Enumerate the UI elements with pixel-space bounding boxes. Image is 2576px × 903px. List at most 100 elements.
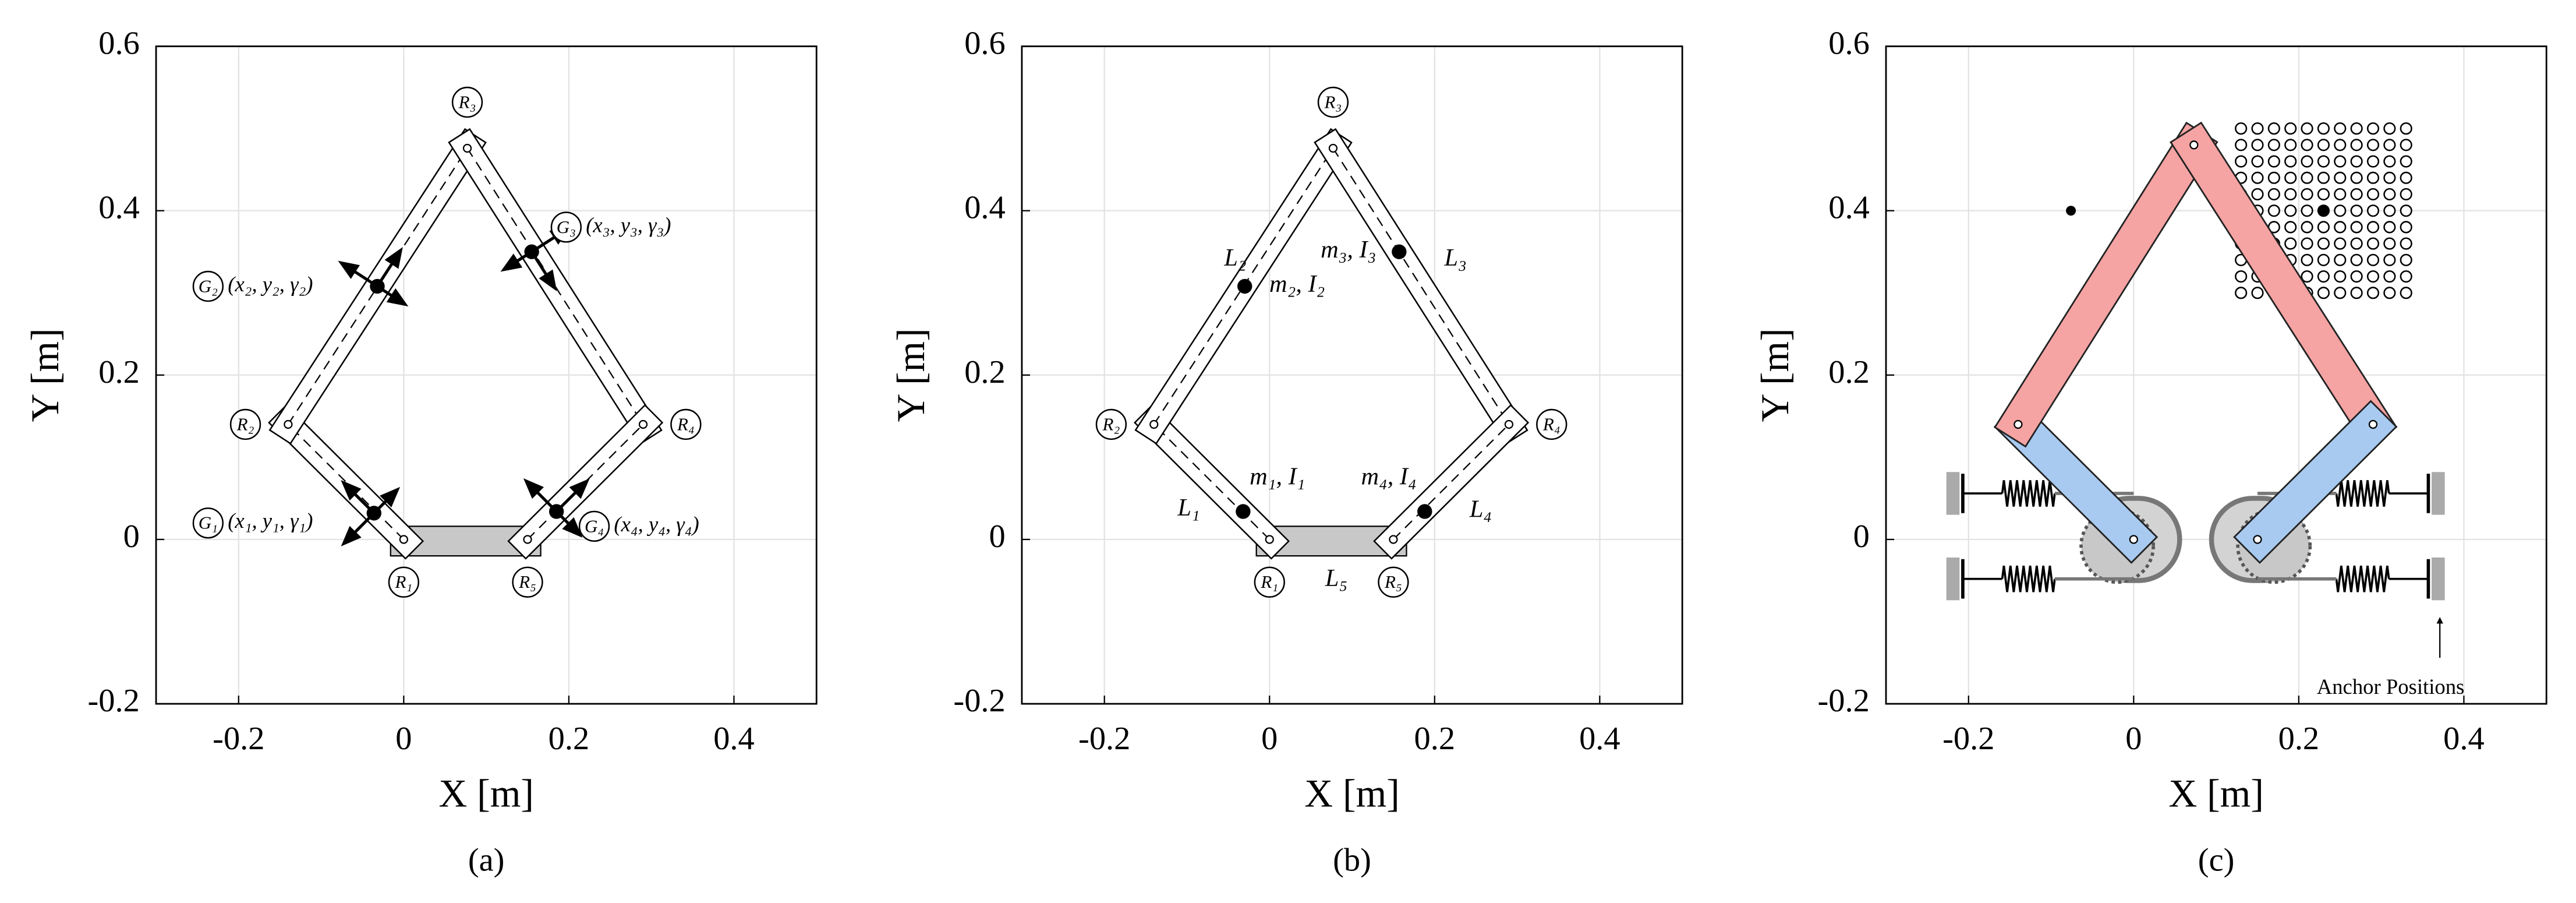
y-tick-label: 0 [123,518,140,555]
label-circle [670,408,702,440]
anchor-point [2267,155,2280,168]
anchor-point [2350,155,2363,168]
target-point [2318,206,2329,216]
anchor-point [2317,287,2330,299]
anchor-point [2334,171,2347,184]
joint-label: G₄ [585,516,604,536]
anchor-point [2383,253,2396,266]
anchor-point [2366,287,2380,299]
panel: -0.2 0 0.2 0.4 -0.2 0 0.2 0.4 0.6 X [m] Y [m] (a) R₁… [23,25,818,879]
anchor-point [2317,155,2330,168]
spring [2335,565,2390,592]
joint [1149,419,1159,429]
anchor-point [2334,122,2347,135]
anchor-point [2383,270,2396,283]
link [1314,128,1528,445]
joint-label: R₄ [1542,414,1561,434]
anchor-point [2400,204,2412,217]
x-tick-label: -0.2 [1942,721,1994,757]
plot-frame [155,45,818,705]
target-point [2066,206,2076,216]
anchor-point [2400,155,2412,168]
anchor-point [2366,122,2380,135]
x-tick-label: 0.2 [549,721,590,757]
center-of-mass [1392,244,1407,259]
anchor-point [2366,253,2380,266]
panel: -0.2 0 0.2 0.4 -0.2 0 0.2 0.4 0.6 X [m] Y [m] (c) An… [1753,25,2547,879]
anchor-point [2366,155,2380,168]
label-circle [1536,408,1567,440]
center-of-mass [524,244,539,259]
anchor-point [2317,237,2330,250]
caption: (b) [1333,842,1371,879]
anchor-point [2383,287,2396,299]
anchor-point [2284,155,2297,168]
anchor-point [2301,270,2313,283]
link-centerline [1332,147,1510,425]
joint [2368,419,2378,429]
anchor-point [2350,287,2363,299]
anchor-point [2350,221,2363,234]
anchor-point [2284,122,2297,135]
x-tick-label: -0.2 [213,721,264,757]
ground [2432,557,2445,601]
spring [2335,480,2390,507]
anchor-point [2301,221,2313,234]
joint [638,419,648,429]
joint [399,535,408,544]
joint [1328,143,1338,153]
x-axis-label: X [m] [2168,771,2264,815]
anchor-point [2334,221,2347,234]
anchor-point [2366,270,2380,283]
anchor-point [2334,253,2347,266]
caption: (c) [2198,842,2235,879]
anchor-point [2350,270,2363,283]
anchor-point [2267,122,2280,135]
anchor-point [2284,171,2297,184]
anchor-point [2366,237,2380,250]
joint [2014,419,2023,429]
anchor-point [2400,253,2412,266]
anchor-point [2383,122,2396,135]
anchor-point [2235,122,2248,135]
y-tick-label: 0.6 [964,25,1006,61]
label-circle [1254,566,1285,598]
y-tick-label: 0.4 [964,190,1006,226]
joint [1265,535,1274,544]
com-coords: (x₁, y₁, γ₁) [228,509,313,532]
link-centerline [527,424,644,540]
link [2233,400,2398,564]
anchor-point [2267,139,2280,151]
anchor-point [2400,221,2412,234]
joint [284,419,293,429]
x-tick-label: 0 [1261,721,1278,757]
anchor-point [2251,171,2264,184]
joint-label: R₂ [1102,414,1120,434]
anchor-point [2350,171,2363,184]
y-tick-label: -0.2 [953,683,1005,719]
ground [1946,472,1960,515]
anchor-point [2400,270,2412,283]
anchor-point [2301,171,2313,184]
joint-label: R₄ [677,414,695,434]
link-label: L₁ [1177,494,1199,521]
y-tick-label: -0.2 [1817,683,1869,719]
anchor-point [2317,221,2330,234]
x-tick-label: 0.4 [2443,721,2485,757]
anchor-point [2317,171,2330,184]
com-label: m₄, I₄ [1361,463,1416,490]
y-tick-label: 0.6 [98,25,140,61]
joint-label: G₁ [199,513,218,533]
joint-label: R₅ [1384,572,1402,592]
link-centerline [288,424,405,540]
link [1994,121,2218,448]
center-of-mass [366,506,382,521]
label-circle [388,566,420,598]
com-label: m₁, I₁ [1250,463,1305,490]
anchor-point [2317,139,2330,151]
x-tick-label: 0.2 [1414,721,1456,757]
center-of-mass [370,278,385,294]
anchor-point [2251,122,2264,135]
label-circle [512,566,543,598]
